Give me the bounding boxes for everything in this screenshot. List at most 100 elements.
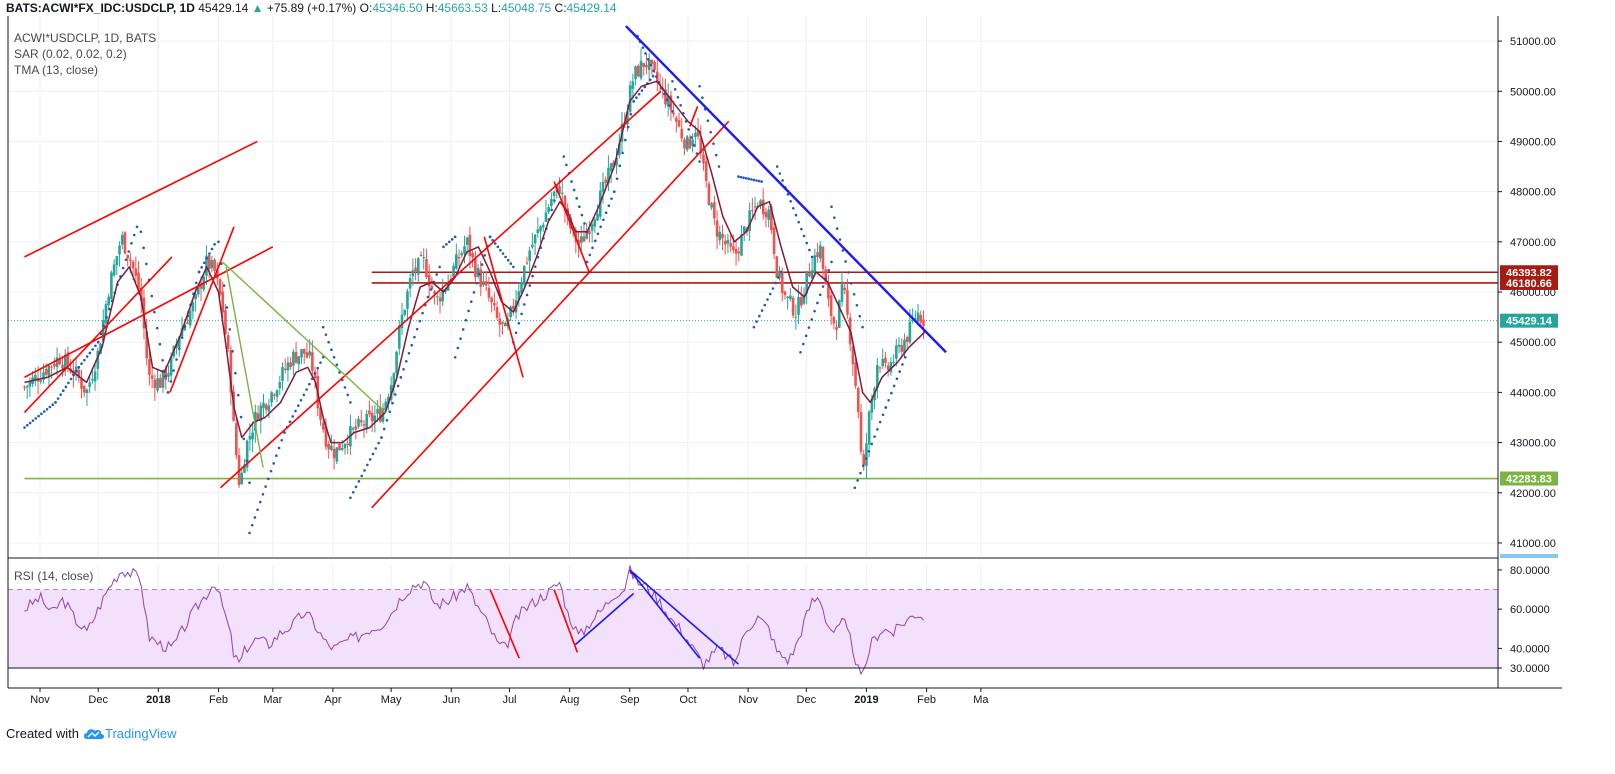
sar-dot bbox=[575, 197, 579, 200]
candle-body bbox=[677, 120, 681, 127]
candle-body bbox=[148, 359, 151, 375]
tradingview-logo[interactable]: TradingView bbox=[83, 726, 177, 741]
candle-body bbox=[914, 318, 917, 320]
sar-dot bbox=[781, 179, 784, 182]
sar-dot bbox=[692, 144, 696, 147]
candle-body bbox=[835, 326, 838, 330]
candle-body bbox=[789, 295, 792, 300]
candle-body bbox=[273, 394, 276, 396]
sar-dot bbox=[253, 516, 257, 519]
candle-body bbox=[118, 245, 121, 255]
candle-body bbox=[50, 366, 53, 368]
last-price: 45429.14 bbox=[198, 1, 249, 15]
sar-dot bbox=[56, 397, 60, 400]
candle-body bbox=[509, 306, 512, 318]
price-tick-label: 51000.00 bbox=[1510, 36, 1556, 48]
candle-body bbox=[270, 392, 273, 403]
candle-body bbox=[262, 402, 265, 409]
sar-dot bbox=[818, 293, 822, 297]
sar-dot bbox=[316, 366, 319, 370]
symbol-name[interactable]: BATS:ACWI*FX_IDC:USDCLP, 1D bbox=[6, 1, 195, 15]
trend-lines[interactable] bbox=[23, 25, 947, 665]
sar-dot bbox=[450, 238, 454, 241]
sar-dot bbox=[248, 531, 251, 535]
sar-dot bbox=[349, 401, 352, 404]
sar-dot bbox=[830, 205, 833, 209]
sar-dot bbox=[648, 78, 652, 82]
sar-dot bbox=[40, 412, 43, 416]
sar-dot bbox=[380, 436, 383, 439]
candle-body bbox=[357, 418, 360, 427]
candle-body bbox=[729, 243, 732, 247]
candle-body bbox=[308, 351, 311, 356]
candle-body bbox=[770, 206, 773, 231]
time-axis[interactable]: Nov Dec 2018 Feb Mar Apr May Jun Jul Aug Sep Oct Nov… bbox=[30, 688, 989, 706]
candle-body bbox=[512, 305, 515, 310]
sar-dot bbox=[853, 486, 857, 490]
sar-dot bbox=[404, 359, 408, 363]
candle-body bbox=[680, 128, 684, 139]
candle-body bbox=[422, 257, 426, 259]
candle-body bbox=[153, 379, 157, 389]
candle-body bbox=[903, 339, 906, 354]
sar-dot bbox=[172, 369, 175, 372]
candle-body bbox=[129, 259, 132, 261]
candle-body bbox=[465, 237, 469, 245]
time-tick-label: Apr bbox=[324, 694, 341, 706]
candle-body bbox=[704, 161, 708, 181]
sar-dot bbox=[898, 370, 901, 373]
sar-dot bbox=[74, 369, 78, 373]
candle-body bbox=[886, 365, 890, 370]
legend-sar: SAR (0.02, 0.02, 0.2) bbox=[14, 47, 127, 61]
rsi-path bbox=[24, 565, 924, 676]
candle-body bbox=[647, 59, 651, 71]
candle-body bbox=[338, 443, 341, 451]
sar-dot bbox=[351, 491, 355, 494]
candle-body bbox=[699, 138, 703, 154]
candle-body bbox=[799, 297, 803, 306]
sar-dot bbox=[166, 391, 170, 394]
sar-dot bbox=[37, 414, 40, 418]
candle-body bbox=[359, 420, 363, 423]
candle-body bbox=[123, 232, 127, 254]
candle-body bbox=[240, 472, 244, 484]
candle-body bbox=[408, 278, 412, 289]
candle-body bbox=[226, 335, 230, 349]
candle-body bbox=[498, 318, 502, 325]
candle-body bbox=[210, 260, 214, 269]
sar-dot bbox=[612, 190, 616, 193]
candle-body bbox=[53, 363, 56, 367]
candle-body bbox=[786, 296, 789, 299]
price-axis[interactable]: 41000.00 42000.00 43000.00 44000.00 45000.00… bbox=[1498, 36, 1558, 675]
price-tick-label: 45000.00 bbox=[1510, 337, 1556, 349]
candle-body bbox=[761, 199, 765, 215]
sar-dot bbox=[85, 355, 89, 358]
candle-body bbox=[245, 440, 249, 468]
sar-dot bbox=[28, 421, 32, 425]
candle-body bbox=[675, 117, 678, 122]
horizontal-levels[interactable] bbox=[8, 271, 1498, 480]
sar-dot bbox=[142, 246, 145, 250]
sar-dot bbox=[580, 213, 584, 217]
sar-dot bbox=[838, 238, 842, 241]
candle-body bbox=[164, 368, 168, 380]
candle-body bbox=[751, 209, 754, 211]
sar-dot bbox=[445, 243, 448, 246]
candle-body bbox=[191, 302, 195, 312]
sar-dot bbox=[671, 79, 674, 83]
candle-body bbox=[302, 348, 306, 354]
chart-canvas[interactable]: 41000.00 42000.00 43000.00 44000.00 45000.00… bbox=[0, 16, 1615, 716]
rsi-blue-trend-line bbox=[629, 569, 739, 665]
sar-dot bbox=[712, 142, 715, 145]
sar-dot bbox=[269, 469, 273, 473]
price-axis-scroll-marker bbox=[1500, 554, 1558, 558]
rsi-legend: RSI (14, close) bbox=[14, 569, 93, 583]
candle-body bbox=[460, 252, 464, 256]
tma-path bbox=[24, 80, 926, 444]
blue-trend-line bbox=[625, 25, 947, 354]
sar-dot bbox=[461, 328, 465, 331]
candle-body bbox=[256, 413, 260, 421]
candle-body bbox=[721, 233, 724, 239]
last-price-tag-label: 45429.14 bbox=[1506, 316, 1553, 328]
sar-dot bbox=[760, 180, 763, 183]
